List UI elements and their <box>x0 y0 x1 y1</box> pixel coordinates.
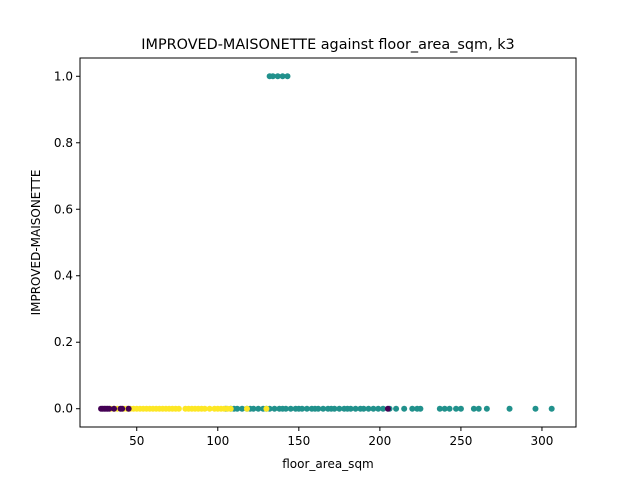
x-axis-label: floor_area_sqm <box>282 457 374 471</box>
data-point-s0-35 <box>365 405 372 412</box>
data-point-s0-59 <box>279 73 286 80</box>
data-point-s1-20 <box>175 405 182 412</box>
y-tick-label: 0.0 <box>54 402 73 416</box>
data-point-s0-15 <box>282 405 289 412</box>
data-point-s0-32 <box>352 405 359 412</box>
x-tick-label: 50 <box>129 434 144 448</box>
x-tick-label: 150 <box>287 434 310 448</box>
data-point-s0-28 <box>336 405 343 412</box>
data-point-s0-60 <box>284 73 291 80</box>
data-point-s0-41 <box>401 405 408 412</box>
data-point-s1-36 <box>263 405 270 412</box>
data-point-s0-37 <box>375 405 382 412</box>
x-tick-label: 100 <box>206 434 229 448</box>
y-tick-label: 1.0 <box>54 69 73 83</box>
data-point-s0-20 <box>303 405 310 412</box>
data-point-s1-35 <box>243 405 250 412</box>
data-point-s0-34 <box>360 405 367 412</box>
x-tick-label: 300 <box>531 434 554 448</box>
data-point-s0-3 <box>234 405 241 412</box>
data-point-s0-57 <box>269 73 276 80</box>
data-point-s0-23 <box>315 405 322 412</box>
data-point-s0-50 <box>470 405 477 412</box>
data-point-s0-53 <box>506 405 513 412</box>
data-point-s0-49 <box>457 405 464 412</box>
data-points <box>98 73 555 412</box>
data-point-s0-8 <box>255 405 262 412</box>
y-tick-label: 0.4 <box>54 269 73 283</box>
y-axis-label: IMPROVED-MAISONETTE <box>29 170 43 316</box>
data-point-s2-8 <box>119 405 126 412</box>
y-axis-ticks: 0.0 0.2 0.4 0.6 0.8 1.0 <box>54 69 80 416</box>
data-point-s0-27 <box>331 405 338 412</box>
data-point-s1-27 <box>201 405 208 412</box>
data-point-s0-36 <box>370 405 377 412</box>
data-point-s2-10 <box>384 405 391 412</box>
data-point-s0-24 <box>320 405 327 412</box>
data-point-s0-19 <box>299 405 306 412</box>
data-point-s0-47 <box>446 405 453 412</box>
x-tick-label: 200 <box>368 434 391 448</box>
data-point-s0-16 <box>287 405 294 412</box>
data-point-s1-34 <box>227 405 234 412</box>
data-point-s0-55 <box>548 405 555 412</box>
data-point-s0-38 <box>380 405 387 412</box>
data-point-s2-5 <box>106 405 113 412</box>
data-point-s0-51 <box>475 405 482 412</box>
data-point-s0-54 <box>532 405 539 412</box>
data-point-s0-12 <box>271 405 278 412</box>
chart-title: IMPROVED-MAISONETTE against floor_area_s… <box>141 37 514 53</box>
data-point-s0-46 <box>441 405 448 412</box>
data-point-s0-48 <box>453 405 460 412</box>
y-tick-label: 0.2 <box>54 335 73 349</box>
data-point-s0-58 <box>274 73 281 80</box>
data-point-s0-40 <box>393 405 400 412</box>
x-tick-label: 250 <box>449 434 472 448</box>
data-point-s0-4 <box>239 405 246 412</box>
data-point-s0-52 <box>483 405 490 412</box>
plot-frame <box>79 57 577 428</box>
data-point-s0-7 <box>250 405 257 412</box>
y-tick-label: 0.8 <box>54 136 73 150</box>
y-tick-label: 0.6 <box>54 202 73 216</box>
data-point-s2-9 <box>125 405 132 412</box>
data-point-s2-6 <box>111 405 118 412</box>
data-point-s0-31 <box>347 405 354 412</box>
data-point-s0-44 <box>417 405 424 412</box>
data-point-s0-42 <box>409 405 416 412</box>
data-point-s1-28 <box>206 405 213 412</box>
data-point-s0-45 <box>436 405 443 412</box>
x-axis-ticks: 50 100 150 200 250 300 <box>129 427 553 448</box>
